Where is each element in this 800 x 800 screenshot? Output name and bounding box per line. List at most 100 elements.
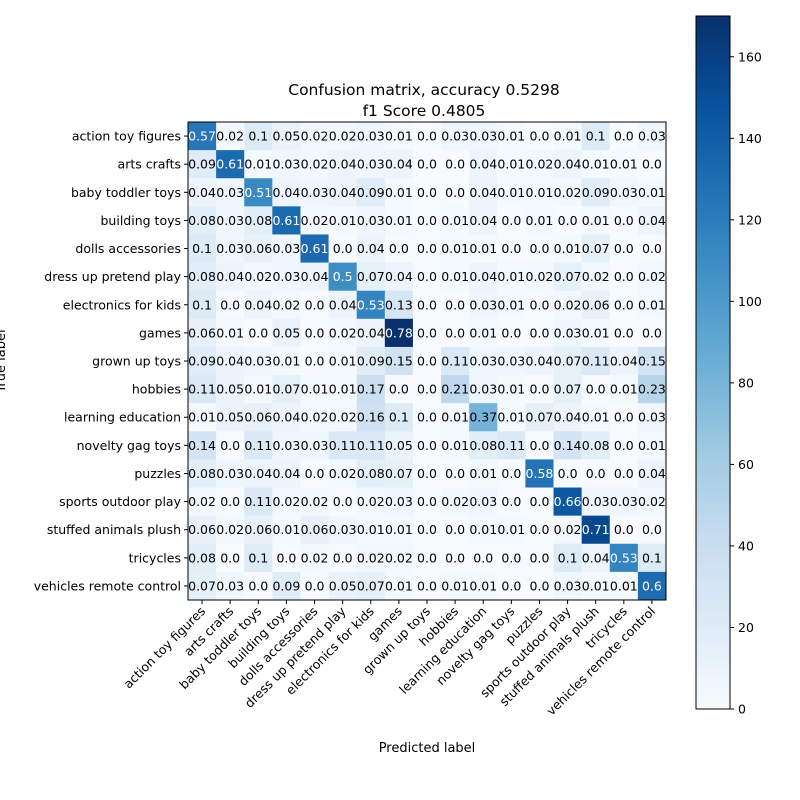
cell-value-label: 0.04 bbox=[469, 213, 497, 228]
heatmap-cell bbox=[244, 375, 273, 404]
heatmap-cell bbox=[244, 431, 273, 460]
cell-value-label: 0.08 bbox=[357, 466, 385, 481]
cell-value-label: 0.0 bbox=[530, 522, 550, 537]
cell-value-label: 0.0 bbox=[220, 438, 240, 453]
heatmap-cell bbox=[609, 234, 639, 263]
cell-value-label: 0.06 bbox=[188, 325, 216, 340]
colorbar-ticks: 0 20 40 60 80 100 120 140 160 bbox=[730, 49, 762, 717]
y-tick-label: sports outdoor play bbox=[59, 494, 182, 509]
cell-value-label: 0.17 bbox=[357, 382, 385, 397]
heatmap-cell bbox=[328, 403, 358, 432]
heatmap-cell bbox=[328, 122, 358, 151]
heatmap-cell bbox=[553, 206, 583, 235]
cell-value-label: 0.03 bbox=[216, 185, 244, 200]
cell-value-label: 0.03 bbox=[272, 438, 300, 453]
cell-value-label: 0.06 bbox=[244, 522, 272, 537]
heatmap-cell bbox=[412, 543, 442, 573]
heatmap-cell bbox=[328, 487, 358, 517]
cell-value-label: 0.03 bbox=[469, 129, 497, 144]
heatmap-cell bbox=[497, 375, 526, 404]
cell-value-label: 0.01 bbox=[441, 438, 469, 453]
cell-value-label: 0.01 bbox=[385, 185, 413, 200]
heatmap-cell bbox=[356, 206, 386, 235]
cell-value-label: 0.11 bbox=[188, 382, 216, 397]
cell-value-label: 0.03 bbox=[216, 213, 244, 228]
heatmap-cell bbox=[469, 515, 498, 545]
cell-value-label: 0.06 bbox=[188, 522, 216, 537]
cell-value-label: 0.01 bbox=[385, 522, 413, 537]
cell-value-label: 0.07 bbox=[554, 354, 582, 369]
y-tick-label: hobbies bbox=[132, 382, 181, 397]
heatmap-cell bbox=[272, 543, 301, 573]
cell-value-label: 0.04 bbox=[272, 410, 300, 425]
heatmap-cell bbox=[244, 459, 273, 488]
heatmap-cell bbox=[216, 459, 245, 488]
heatmap-cell bbox=[384, 318, 414, 348]
heatmap-cell bbox=[216, 206, 245, 235]
heatmap-cell bbox=[441, 431, 470, 460]
cell-value-label: 0.03 bbox=[272, 157, 300, 172]
cell-value-label: 0.0 bbox=[642, 325, 662, 340]
heatmap-cell bbox=[441, 515, 470, 545]
heatmap-cell bbox=[581, 234, 611, 263]
cell-value-label: 0.5 bbox=[333, 269, 353, 284]
heatmap-cell bbox=[581, 515, 611, 545]
heatmap-cell bbox=[384, 262, 414, 292]
cell-value-label: 0.03 bbox=[357, 213, 385, 228]
cell-value-label: 0.01 bbox=[385, 129, 413, 144]
heatmap-cell bbox=[525, 543, 554, 573]
cell-value-label: 0.01 bbox=[244, 157, 272, 172]
colorbar-tick-label: 120 bbox=[738, 212, 762, 227]
cell-value-label: 0.0 bbox=[642, 157, 662, 172]
heatmap-cell bbox=[216, 262, 245, 292]
heatmap-cell bbox=[244, 206, 273, 235]
cell-value-label: 0.08 bbox=[582, 438, 610, 453]
cell-value-label: 0.09 bbox=[582, 185, 610, 200]
cell-value-labels: 0.57 0.02 0.1 0.05 0.02 0.02 0.03 0.01 0.0 0.03 0.… bbox=[188, 129, 666, 594]
cell-value-label: 0.0 bbox=[445, 185, 465, 200]
cell-value-label: 0.01 bbox=[497, 157, 525, 172]
heatmap-cell bbox=[272, 206, 301, 235]
heatmap-cell bbox=[441, 571, 470, 601]
heatmap-cell bbox=[637, 403, 667, 432]
heatmap-cell bbox=[188, 403, 217, 432]
cell-value-label: 0.04 bbox=[469, 269, 497, 284]
cell-value-label: 0.1 bbox=[642, 550, 662, 565]
heatmap-cell bbox=[581, 543, 611, 573]
heatmap-cell bbox=[469, 487, 498, 517]
heatmap-cell bbox=[328, 178, 358, 207]
heatmap-cell bbox=[525, 290, 554, 320]
heatmap-cell bbox=[441, 543, 470, 573]
cell-value-label: 0.01 bbox=[638, 438, 666, 453]
heatmap-cell bbox=[272, 262, 301, 292]
cell-value-label: 0.03 bbox=[554, 578, 582, 593]
cell-value-label: 0.01 bbox=[497, 382, 525, 397]
cell-value-label: 0.05 bbox=[272, 325, 300, 340]
heatmap-cell bbox=[637, 431, 667, 460]
heatmap-cell bbox=[356, 262, 386, 292]
cell-value-label: 0.0 bbox=[530, 129, 550, 144]
heatmap-cell bbox=[469, 459, 498, 488]
heatmap-cell bbox=[553, 346, 583, 376]
heatmap-cell bbox=[188, 206, 217, 235]
cell-value-label: 0.03 bbox=[216, 578, 244, 593]
heatmap-cell bbox=[300, 318, 329, 348]
heatmap-cell bbox=[356, 375, 386, 404]
cell-value-label: 0.01 bbox=[244, 382, 272, 397]
heatmap-cell bbox=[412, 403, 442, 432]
cell-value-label: 0.02 bbox=[329, 129, 357, 144]
heatmap-cell bbox=[216, 234, 245, 263]
heatmap-cell bbox=[188, 122, 217, 151]
cell-value-label: 0.0 bbox=[445, 522, 465, 537]
heatmap-cell bbox=[441, 262, 470, 292]
heatmap-cell bbox=[525, 459, 554, 488]
heatmap-cell bbox=[525, 571, 554, 601]
y-tick-label: electronics for kids bbox=[63, 297, 181, 312]
cell-value-label: 0.0 bbox=[248, 578, 268, 593]
heatmap-cell bbox=[525, 403, 554, 432]
heatmap-cell bbox=[609, 318, 639, 348]
cell-value-label: 0.01 bbox=[610, 157, 638, 172]
heatmap-cell bbox=[441, 290, 470, 320]
heatmap-cell bbox=[384, 375, 414, 404]
